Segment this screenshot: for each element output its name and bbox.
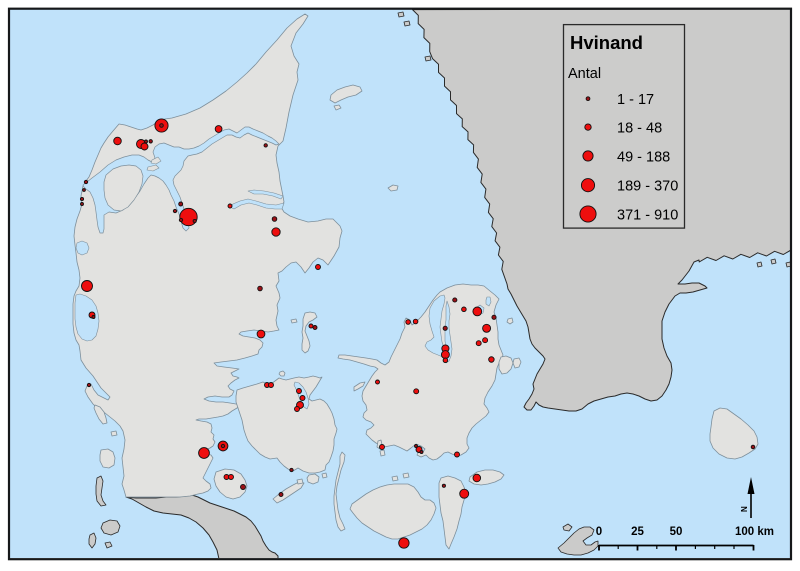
svg-text:0: 0	[596, 526, 602, 538]
svg-text:25: 25	[631, 526, 644, 538]
svg-text:18 - 48: 18 - 48	[617, 121, 662, 137]
svg-text:Antal: Antal	[568, 66, 601, 82]
svg-text:189 - 370: 189 - 370	[617, 179, 678, 195]
svg-text:49 - 188: 49 - 188	[617, 149, 670, 165]
svg-text:Hvinand: Hvinand	[570, 32, 643, 53]
svg-text:N: N	[740, 506, 749, 512]
svg-text:100 km: 100 km	[735, 526, 774, 538]
svg-text:50: 50	[670, 526, 683, 538]
svg-text:1 - 17: 1 - 17	[617, 92, 654, 108]
svg-text:371 - 910: 371 - 910	[617, 208, 678, 224]
